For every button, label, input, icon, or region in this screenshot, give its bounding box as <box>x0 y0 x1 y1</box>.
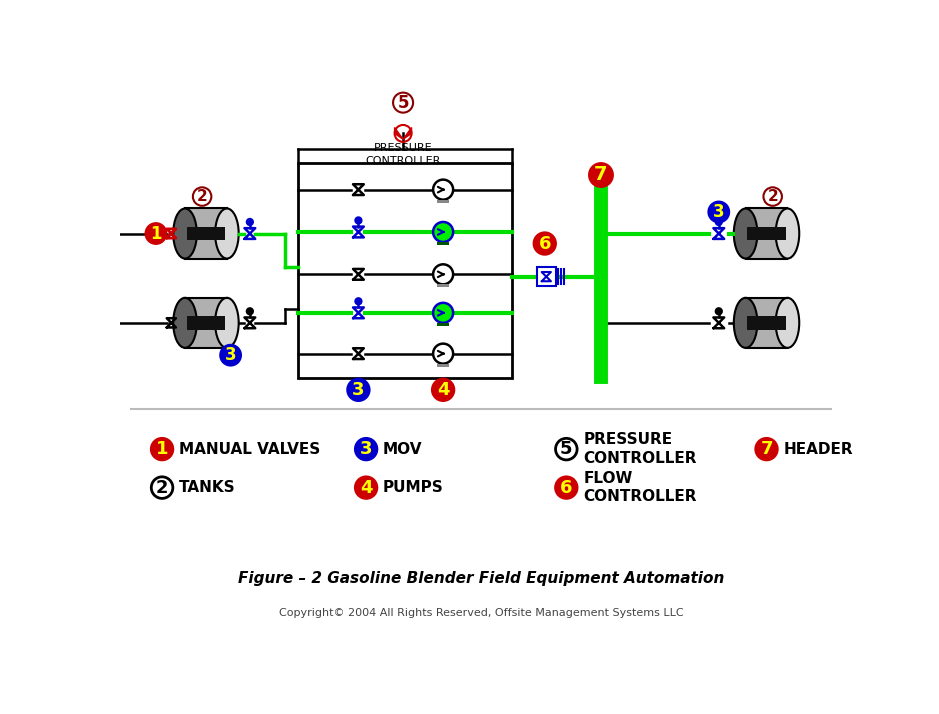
Bar <box>187 316 225 330</box>
Text: 2: 2 <box>197 189 208 204</box>
Text: 5: 5 <box>560 440 573 458</box>
Polygon shape <box>403 128 411 139</box>
Text: PRESSURE
CONTROLLER: PRESSURE CONTROLLER <box>583 432 697 466</box>
Circle shape <box>247 308 253 314</box>
Text: 3: 3 <box>352 381 364 399</box>
Circle shape <box>192 187 211 206</box>
Text: Copyright© 2004 All Rights Reserved, Offsite Management Systems LLC: Copyright© 2004 All Rights Reserved, Off… <box>279 608 684 618</box>
Text: HEADER: HEADER <box>783 442 854 457</box>
Circle shape <box>433 303 454 323</box>
Text: 3: 3 <box>360 440 373 458</box>
Circle shape <box>393 93 413 113</box>
Text: 1: 1 <box>156 440 168 458</box>
Ellipse shape <box>173 208 197 258</box>
Polygon shape <box>394 128 403 139</box>
Text: Figure – 2 Gasoline Blender Field Equipment Automation: Figure – 2 Gasoline Blender Field Equipm… <box>238 571 724 586</box>
Text: 3: 3 <box>713 203 725 221</box>
Text: PUMPS: PUMPS <box>383 480 444 495</box>
Bar <box>185 298 227 348</box>
Circle shape <box>221 345 240 365</box>
Circle shape <box>534 233 556 254</box>
Circle shape <box>716 219 722 225</box>
Text: 3: 3 <box>224 346 237 364</box>
Text: 2: 2 <box>156 478 168 497</box>
Circle shape <box>763 187 782 206</box>
Text: 7: 7 <box>761 440 773 458</box>
Ellipse shape <box>776 298 799 348</box>
Text: 7: 7 <box>594 166 608 184</box>
Circle shape <box>556 477 577 498</box>
Circle shape <box>709 202 729 222</box>
Circle shape <box>556 438 577 460</box>
Ellipse shape <box>733 298 758 348</box>
Ellipse shape <box>173 298 197 348</box>
Circle shape <box>146 223 166 243</box>
Bar <box>746 298 788 348</box>
Text: PRESSURE
CONTROLLER: PRESSURE CONTROLLER <box>365 144 440 166</box>
Bar <box>437 242 449 245</box>
Text: MANUAL VALVES: MANUAL VALVES <box>179 442 320 457</box>
Circle shape <box>433 264 454 284</box>
Text: MOV: MOV <box>383 442 423 457</box>
Bar <box>437 323 449 326</box>
Circle shape <box>247 219 253 225</box>
Circle shape <box>355 477 377 498</box>
Text: 6: 6 <box>538 234 551 253</box>
Circle shape <box>347 379 369 401</box>
Circle shape <box>355 438 377 460</box>
Circle shape <box>433 222 454 242</box>
Text: 2: 2 <box>767 189 778 204</box>
Circle shape <box>433 180 454 200</box>
Circle shape <box>355 298 362 304</box>
Ellipse shape <box>776 208 799 258</box>
Bar <box>185 208 227 258</box>
Bar <box>747 316 786 330</box>
Bar <box>537 268 556 286</box>
Bar <box>746 208 788 258</box>
Text: 1: 1 <box>150 224 162 243</box>
Ellipse shape <box>733 208 758 258</box>
Circle shape <box>590 164 612 186</box>
Bar <box>437 200 449 203</box>
Text: 6: 6 <box>560 478 573 497</box>
Bar <box>299 163 513 378</box>
Text: 5: 5 <box>397 94 408 111</box>
Bar <box>437 363 449 367</box>
Circle shape <box>433 343 454 363</box>
Circle shape <box>355 217 362 223</box>
Text: FLOW
CONTROLLER: FLOW CONTROLLER <box>583 471 697 504</box>
Text: 4: 4 <box>437 381 450 399</box>
Ellipse shape <box>215 208 239 258</box>
Bar <box>747 227 786 241</box>
Circle shape <box>756 438 777 460</box>
Circle shape <box>716 308 722 314</box>
Text: TANKS: TANKS <box>179 480 236 495</box>
Bar <box>437 284 449 288</box>
Bar <box>187 227 225 241</box>
Circle shape <box>151 438 173 460</box>
Circle shape <box>432 379 454 401</box>
Ellipse shape <box>215 298 239 348</box>
Text: 4: 4 <box>360 478 373 497</box>
Circle shape <box>151 477 173 498</box>
